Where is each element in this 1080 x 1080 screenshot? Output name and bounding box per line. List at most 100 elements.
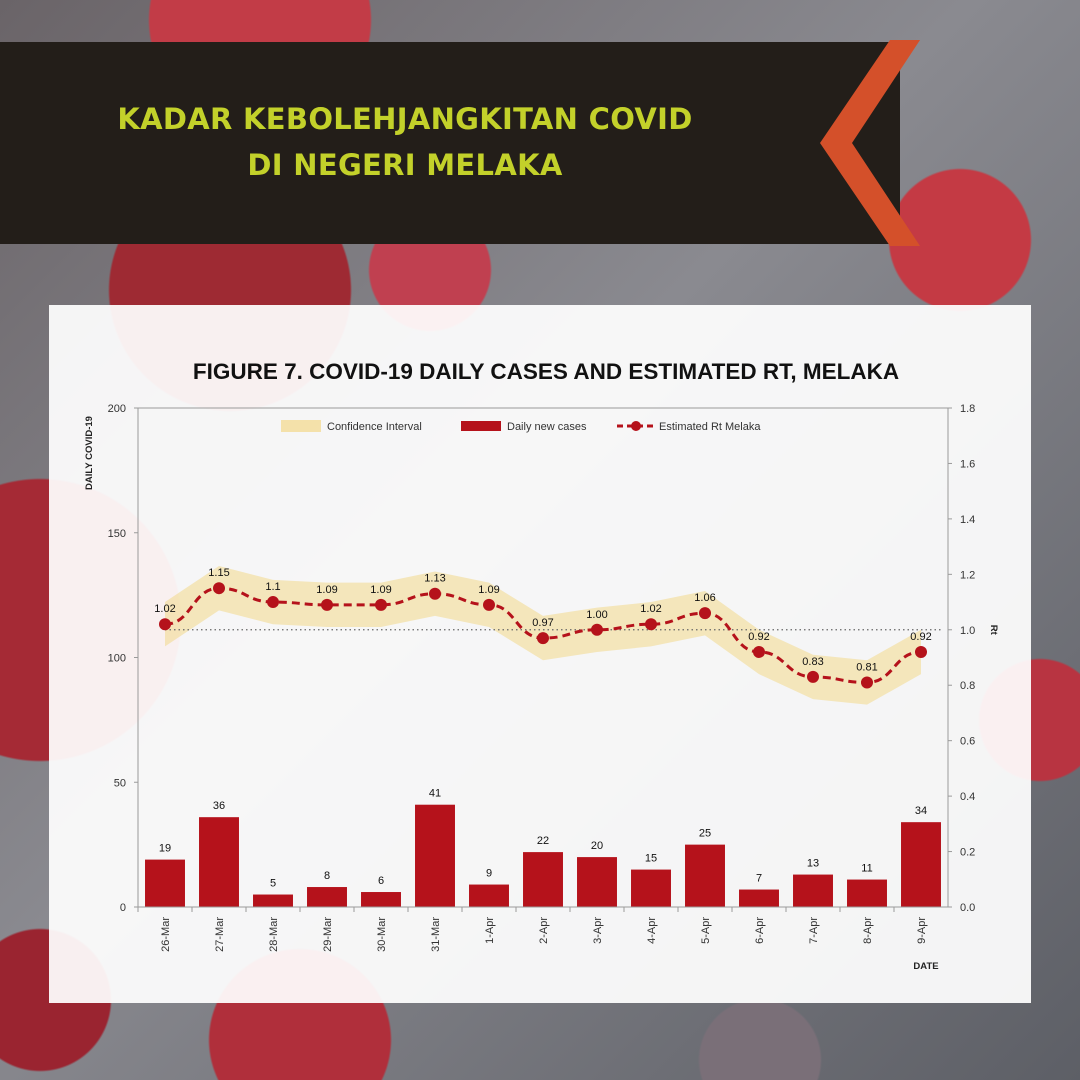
y-tick-label: 50 [114, 777, 126, 789]
rt-label-26-Mar: 1.02 [154, 603, 175, 615]
bar-9-Apr [901, 822, 941, 907]
bar-label-5-Apr: 25 [699, 828, 711, 840]
y2-tick-label: 0.6 [960, 736, 975, 748]
legend-line-marker [631, 421, 641, 431]
title-banner [0, 42, 900, 244]
rt-label-9-Apr: 0.92 [910, 631, 931, 643]
y2-tick-label: 1.4 [960, 514, 975, 526]
rt-label-6-Apr: 0.92 [748, 631, 769, 643]
y-tick-label: 0 [120, 902, 126, 914]
y2-tick-label: 1.2 [960, 569, 975, 581]
x-tick-label: 5-Apr [700, 917, 712, 944]
x-tick-label: 4-Apr [646, 917, 658, 944]
chevron-decoration [820, 40, 920, 246]
y2-axis-title: Rt [988, 625, 999, 636]
bar-label-8-Apr: 11 [861, 863, 872, 875]
bar-label-26-Mar: 19 [159, 843, 171, 855]
bar-6-Apr [739, 889, 779, 907]
rt-point-4-Apr [645, 618, 657, 631]
y2-tick-label: 0.2 [960, 847, 975, 859]
x-tick-label: 29-Mar [322, 917, 334, 952]
bar-label-4-Apr: 15 [645, 853, 657, 865]
bar-label-6-Apr: 7 [756, 873, 762, 885]
y-axis-title: DAILY COVID-19 [84, 416, 95, 490]
bar-26-Mar [145, 859, 185, 907]
bar-label-29-Mar: 8 [324, 870, 330, 882]
rt-label-28-Mar: 1.1 [265, 581, 280, 593]
rt-point-28-Mar [267, 596, 279, 609]
x-tick-label: 27-Mar [214, 917, 226, 952]
x-tick-label: 9-Apr [916, 917, 928, 944]
x-tick-label: 30-Mar [376, 917, 388, 952]
rt-point-30-Mar [375, 598, 387, 611]
rt-point-1-Apr [483, 598, 495, 611]
y2-tick-label: 1.8 [960, 403, 975, 415]
bar-7-Apr [793, 874, 833, 907]
bar-5-Apr [685, 844, 725, 907]
rt-point-9-Apr [915, 645, 927, 658]
x-tick-label: 7-Apr [808, 917, 820, 944]
bar-label-31-Mar: 41 [429, 788, 441, 800]
bar-1-Apr [469, 884, 509, 907]
legend-bar-swatch [461, 421, 501, 431]
bar-label-1-Apr: 9 [486, 868, 492, 880]
y2-tick-label: 0.0 [960, 902, 975, 914]
rt-label-3-Apr: 1.00 [586, 609, 607, 621]
bar-label-27-Mar: 36 [213, 800, 225, 812]
rt-label-31-Mar: 1.13 [424, 573, 445, 585]
rt-label-2-Apr: 0.97 [532, 617, 553, 629]
x-tick-label: 3-Apr [592, 917, 604, 944]
rt-label-30-Mar: 1.09 [370, 584, 391, 596]
bar-4-Apr [631, 869, 671, 907]
bar-8-Apr [847, 879, 887, 907]
x-tick-label: 6-Apr [754, 917, 766, 944]
legend-ci-swatch [281, 420, 321, 432]
legend-bar-label: Daily new cases [507, 421, 587, 433]
bar-27-Mar [199, 817, 239, 907]
bar-29-Mar [307, 887, 347, 907]
y2-tick-label: 1.6 [960, 458, 975, 470]
bar-label-9-Apr: 34 [915, 805, 927, 817]
bar-label-3-Apr: 20 [591, 840, 603, 852]
bar-label-30-Mar: 6 [378, 875, 384, 887]
rt-point-5-Apr [699, 607, 711, 620]
legend-ci-label: Confidence Interval [327, 421, 422, 433]
x-tick-label: 31-Mar [430, 917, 442, 952]
bar-30-Mar [361, 892, 401, 907]
rt-label-4-Apr: 1.02 [640, 603, 661, 615]
rt-point-7-Apr [807, 670, 819, 683]
rt-point-8-Apr [861, 676, 873, 689]
bar-2-Apr [523, 852, 563, 907]
x-tick-label: 2-Apr [538, 917, 550, 944]
rt-point-27-Mar [213, 582, 225, 595]
bar-3-Apr [577, 857, 617, 907]
y2-tick-label: 0.4 [960, 791, 975, 803]
y2-tick-label: 0.8 [960, 680, 975, 692]
page-title: KADAR KEBOLEHJANGKITAN COVID DI NEGERI M… [60, 96, 750, 188]
x-tick-label: 1-Apr [484, 917, 496, 944]
rt-point-6-Apr [753, 645, 765, 658]
rt-label-27-Mar: 1.15 [208, 567, 229, 579]
x-axis-title: DATE [913, 961, 938, 972]
y-tick-label: 150 [108, 528, 126, 540]
bar-label-7-Apr: 13 [807, 858, 819, 870]
bar-label-2-Apr: 22 [537, 835, 549, 847]
rt-label-1-Apr: 1.09 [478, 584, 499, 596]
rt-point-31-Mar [429, 587, 441, 600]
rt-label-8-Apr: 0.81 [856, 661, 877, 673]
legend-line-label: Estimated Rt Melaka [659, 421, 761, 433]
x-tick-label: 8-Apr [862, 917, 874, 944]
rt-point-26-Mar [159, 618, 171, 631]
bar-31-Mar [415, 804, 455, 907]
rt-label-29-Mar: 1.09 [316, 584, 337, 596]
rt-label-5-Apr: 1.06 [694, 592, 715, 604]
bar-label-28-Mar: 5 [270, 878, 276, 890]
bar-28-Mar [253, 894, 293, 907]
x-tick-label: 28-Mar [268, 917, 280, 952]
rt-point-29-Mar [321, 598, 333, 611]
y-tick-label: 100 [108, 653, 126, 665]
title-line-1: KADAR KEBOLEHJANGKITAN COVID [117, 102, 693, 136]
chart-panel: FIGURE 7. COVID-19 DAILY CASES AND ESTIM… [49, 305, 1031, 1003]
title-line-2: DI NEGERI MELAKA [247, 148, 563, 182]
chart: FIGURE 7. COVID-19 DAILY CASES AND ESTIM… [84, 359, 999, 972]
